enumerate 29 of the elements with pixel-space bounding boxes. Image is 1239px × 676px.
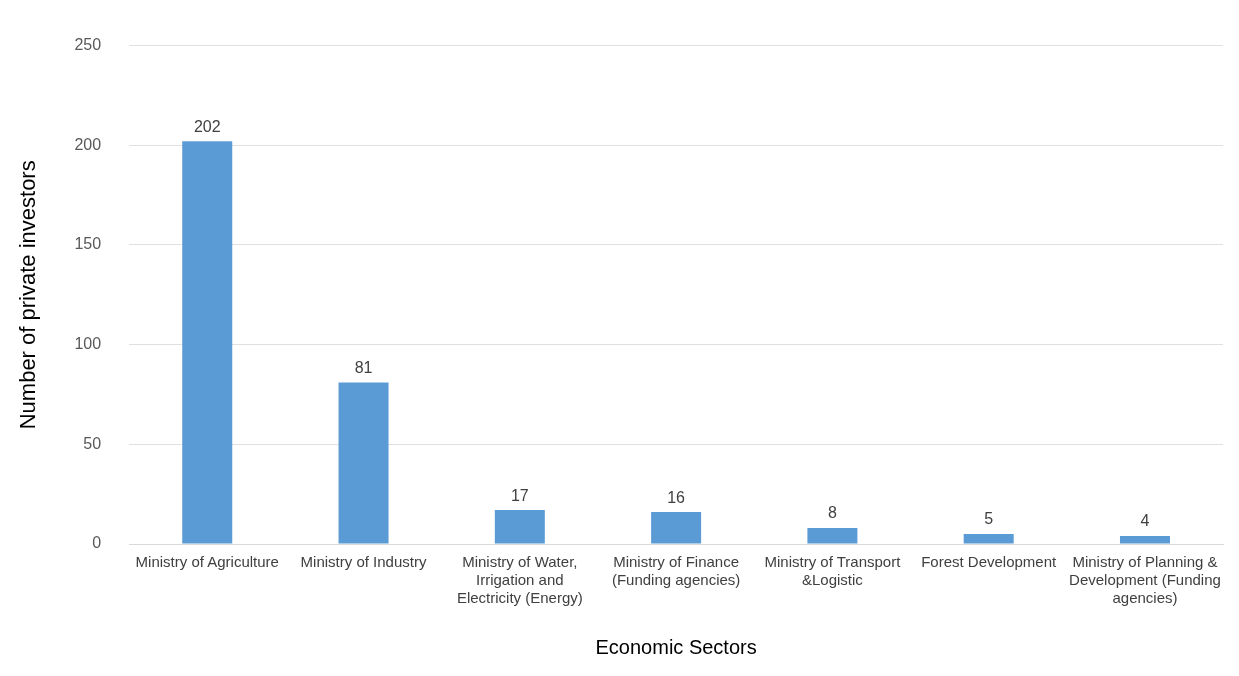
data-label: 16 xyxy=(667,488,686,506)
x-tick-label: Ministry of Transport &Logistic xyxy=(764,553,902,589)
x-tick-label: Ministry of Finance (Funding agencies) xyxy=(611,553,741,589)
y-tick-label: 100 xyxy=(74,335,102,353)
y-tick-label: 150 xyxy=(74,235,102,253)
y-axis-title: Number of private investors xyxy=(15,160,41,430)
bar xyxy=(182,141,233,544)
data-label: 81 xyxy=(354,358,373,376)
y-tick-label: 50 xyxy=(83,434,102,452)
y-tick-label: 250 xyxy=(74,36,102,54)
x-axis-title: Economic Sectors xyxy=(595,635,757,658)
data-label: 17 xyxy=(510,486,529,504)
bar xyxy=(338,382,389,544)
bar xyxy=(807,528,858,544)
data-label: 5 xyxy=(984,510,994,528)
data-label: 4 xyxy=(1140,512,1150,530)
y-tick-label: 200 xyxy=(74,135,102,153)
x-tick-label: Ministry of Industry xyxy=(300,553,427,571)
y-tick-label: 0 xyxy=(92,534,102,552)
data-label: 202 xyxy=(193,117,221,135)
x-tick-label: Forest Development xyxy=(921,553,1058,571)
bar xyxy=(651,512,702,544)
x-tick-label: Ministry of Agriculture xyxy=(135,553,279,571)
x-tick-label: Ministry of Planning & Development (Funding agencies) xyxy=(1069,553,1221,607)
bar xyxy=(1119,536,1170,544)
x-tick-label: Ministry of Water, Irrigation and Electricity (Energy) xyxy=(456,553,583,607)
data-label: 8 xyxy=(827,504,837,522)
bar xyxy=(494,510,545,544)
bar xyxy=(963,534,1014,544)
